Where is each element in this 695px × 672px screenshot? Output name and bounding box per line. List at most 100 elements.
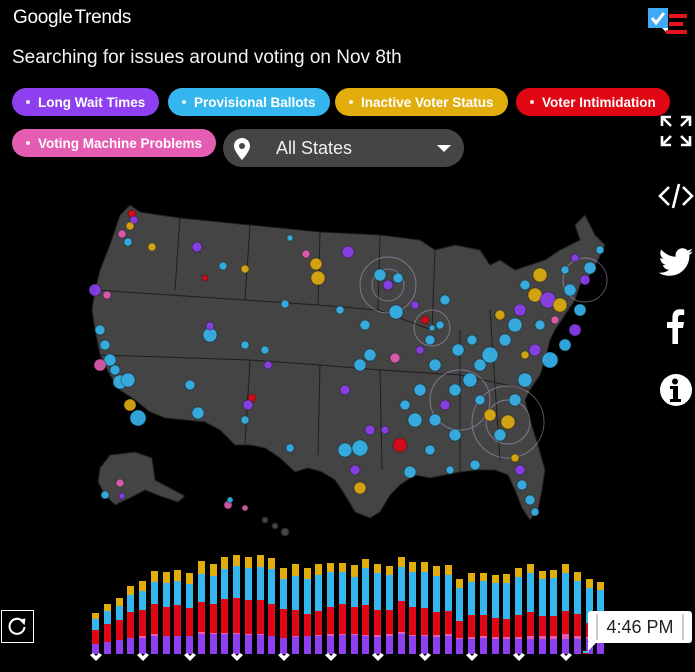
bar-segment xyxy=(244,635,252,654)
timeline-bar[interactable] xyxy=(374,564,381,654)
timeline-bar[interactable] xyxy=(280,568,287,654)
timeline-bar[interactable] xyxy=(256,555,264,654)
timeline-bar[interactable] xyxy=(197,561,205,654)
timeline-bar[interactable] xyxy=(526,564,534,654)
bar-segment xyxy=(385,566,393,575)
timeline-bar[interactable] xyxy=(468,573,475,654)
timeline-bar[interactable] xyxy=(327,563,334,654)
bar-segment xyxy=(468,639,475,654)
time-marker-icon[interactable] xyxy=(325,650,337,662)
filter-inactive-voter-status[interactable]: Inactive Voter Status xyxy=(335,88,508,116)
bar-segment xyxy=(197,632,205,634)
chevron-down-icon xyxy=(437,145,451,152)
bar-segment xyxy=(268,558,276,569)
time-marker-icon[interactable] xyxy=(560,650,572,662)
time-marker-icon[interactable] xyxy=(466,650,478,662)
timeline-bar[interactable] xyxy=(291,564,299,654)
bar-segment xyxy=(280,638,287,654)
bar-segment xyxy=(397,557,405,567)
bar-segment xyxy=(268,604,276,636)
bar-segment xyxy=(550,639,558,654)
bar-segment xyxy=(409,562,417,572)
timeline-bar[interactable] xyxy=(456,579,464,654)
refresh-button[interactable] xyxy=(1,610,34,643)
bar-segment xyxy=(280,609,287,638)
time-marker-icon[interactable] xyxy=(137,650,149,662)
bar-segment xyxy=(127,586,135,595)
filter-long-wait-times[interactable]: Long Wait Times xyxy=(12,88,160,116)
timeline-bar[interactable] xyxy=(233,555,240,654)
timeline-chart[interactable] xyxy=(88,540,605,672)
bar-segment xyxy=(397,601,405,632)
timeline-bar[interactable] xyxy=(150,571,158,654)
bar-segment xyxy=(468,637,475,639)
bar-segment xyxy=(327,563,334,572)
timeline-bar[interactable] xyxy=(432,566,440,654)
timeline-bar[interactable] xyxy=(550,570,558,654)
timeline-bar[interactable] xyxy=(268,558,276,654)
bar-segment xyxy=(221,633,229,634)
bar-segment xyxy=(421,572,428,608)
timeline-bar[interactable] xyxy=(315,564,323,654)
timeline-bar[interactable] xyxy=(350,565,358,654)
filter-voting-machine-problems[interactable]: Voting Machine Problems xyxy=(12,129,217,157)
timeline-bar[interactable] xyxy=(221,557,229,654)
filter-voter-intimidation[interactable]: Voter Intimidation xyxy=(516,88,670,116)
bar-segment xyxy=(280,568,287,579)
timeline-bar[interactable] xyxy=(92,613,99,654)
timeline-bar[interactable] xyxy=(444,565,452,654)
bar-segment xyxy=(209,634,217,654)
timeline-bar[interactable] xyxy=(562,564,569,654)
time-marker-icon[interactable] xyxy=(513,650,525,662)
checkbox-flag-icon[interactable] xyxy=(648,8,688,36)
time-marker-icon[interactable] xyxy=(372,650,384,662)
timeline-bar[interactable] xyxy=(421,562,428,654)
filter-provisional-ballots[interactable]: Provisional Ballots xyxy=(168,88,330,116)
time-marker-icon[interactable] xyxy=(278,650,290,662)
bar-segment xyxy=(491,639,499,654)
timeline-bar[interactable] xyxy=(338,563,346,654)
bar-segment xyxy=(562,611,569,634)
timeline-bar[interactable] xyxy=(186,573,193,654)
timeline-bar[interactable] xyxy=(397,557,405,654)
timeline-bar[interactable] xyxy=(303,568,311,654)
bar-segment xyxy=(150,634,158,636)
timeline-bar[interactable] xyxy=(491,575,499,654)
bar-segment xyxy=(174,605,182,636)
timeline-bar[interactable] xyxy=(409,562,417,654)
twitter-icon[interactable] xyxy=(658,244,694,280)
timeline-bar[interactable] xyxy=(385,566,393,654)
timeline-bar[interactable] xyxy=(174,570,182,654)
timeline-bar[interactable] xyxy=(209,564,217,654)
bar-segment xyxy=(103,604,111,611)
bar-segment xyxy=(385,636,393,654)
bar-segment xyxy=(209,604,217,633)
time-marker-icon[interactable] xyxy=(90,650,102,662)
google-trends-logo[interactable]: Google Trends xyxy=(13,7,131,29)
expand-icon[interactable] xyxy=(658,113,694,149)
code-icon[interactable] xyxy=(658,178,694,214)
timeline-bar[interactable] xyxy=(538,571,546,654)
timeline-bar[interactable] xyxy=(139,581,146,654)
timeline-bar[interactable] xyxy=(115,598,123,654)
state-select[interactable]: All States xyxy=(223,129,464,167)
timeline-bar[interactable] xyxy=(362,559,370,654)
timeline-bar[interactable] xyxy=(573,572,581,654)
timeline-bar[interactable] xyxy=(103,604,111,654)
bullet-dot xyxy=(26,141,30,145)
time-marker-icon[interactable] xyxy=(231,650,243,662)
bar-segment xyxy=(150,636,158,654)
us-map[interactable] xyxy=(60,190,640,540)
facebook-icon[interactable] xyxy=(658,308,694,344)
timeline-bar[interactable] xyxy=(244,557,252,654)
bar-segment xyxy=(479,638,487,654)
timeline-bar[interactable] xyxy=(515,568,522,654)
info-icon[interactable] xyxy=(658,372,694,408)
time-marker-icon[interactable] xyxy=(419,650,431,662)
timeline-bar[interactable] xyxy=(479,573,487,654)
timeline-bar[interactable] xyxy=(162,572,170,654)
timeline-bar[interactable] xyxy=(127,586,135,654)
bar-segment xyxy=(385,634,393,636)
timeline-bar[interactable] xyxy=(503,574,511,654)
time-marker-icon[interactable] xyxy=(184,650,196,662)
